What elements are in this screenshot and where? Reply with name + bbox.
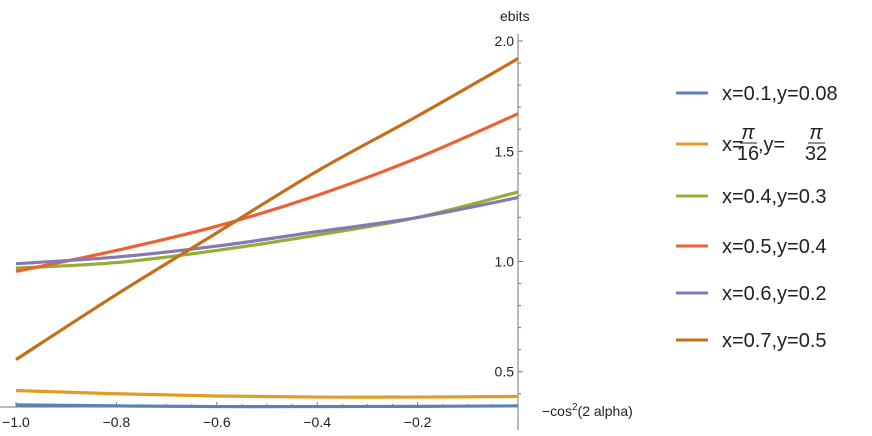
legend-label-2-num2: π xyxy=(809,122,823,144)
y-tick-label: 1.5 xyxy=(495,143,515,159)
axis-titles: ebits −cos2(2 alpha) xyxy=(500,8,633,419)
series-layer xyxy=(15,57,519,409)
axes: −1.0 −0.8 −0.6 −0.4 −0.2 0.5 1.0 1.5 2.0 xyxy=(0,33,523,430)
legend-label-4: x=0.5,y=0.4 xyxy=(722,236,827,258)
series-line-2 xyxy=(15,388,519,399)
legend-label-3: x=0.4,y=0.3 xyxy=(722,186,827,208)
legend-label-6: x=0.7,y=0.5 xyxy=(722,330,827,352)
series-line-4 xyxy=(15,112,519,273)
x-tick-label: −0.2 xyxy=(404,414,432,430)
series-line-1 xyxy=(15,403,519,409)
x-tick-label: −0.8 xyxy=(103,414,131,430)
legend-label-1: x=0.1,y=0.08 xyxy=(722,83,838,105)
y-tick-label: 1.0 xyxy=(495,253,515,269)
legend-label-2-num1: π xyxy=(741,122,755,144)
series-line-5 xyxy=(15,195,519,266)
x-tick-label: −0.4 xyxy=(303,414,331,430)
legend-label-2-mid: ,y= xyxy=(758,134,785,156)
legend-label-2-den1: 16 xyxy=(737,143,759,165)
legend: x=0.1,y=0.08 x= π 16 ,y= π 32 x=0.4,y=0.… xyxy=(676,83,838,352)
legend-label-5: x=0.6,y=0.2 xyxy=(722,283,827,305)
y-tick-label: 0.5 xyxy=(495,364,515,380)
x-tick-label: −1.0 xyxy=(2,414,30,430)
legend-label-2-den2: 32 xyxy=(805,143,827,165)
y-tick-label: 2.0 xyxy=(495,33,515,49)
x-tick-label: −0.6 xyxy=(203,414,231,430)
legend-label-2-prefix: x= xyxy=(722,134,744,156)
series-line-6 xyxy=(15,57,519,361)
y-axis-title: ebits xyxy=(500,8,530,24)
x-axis-title: −cos2(2 alpha) xyxy=(542,402,633,419)
